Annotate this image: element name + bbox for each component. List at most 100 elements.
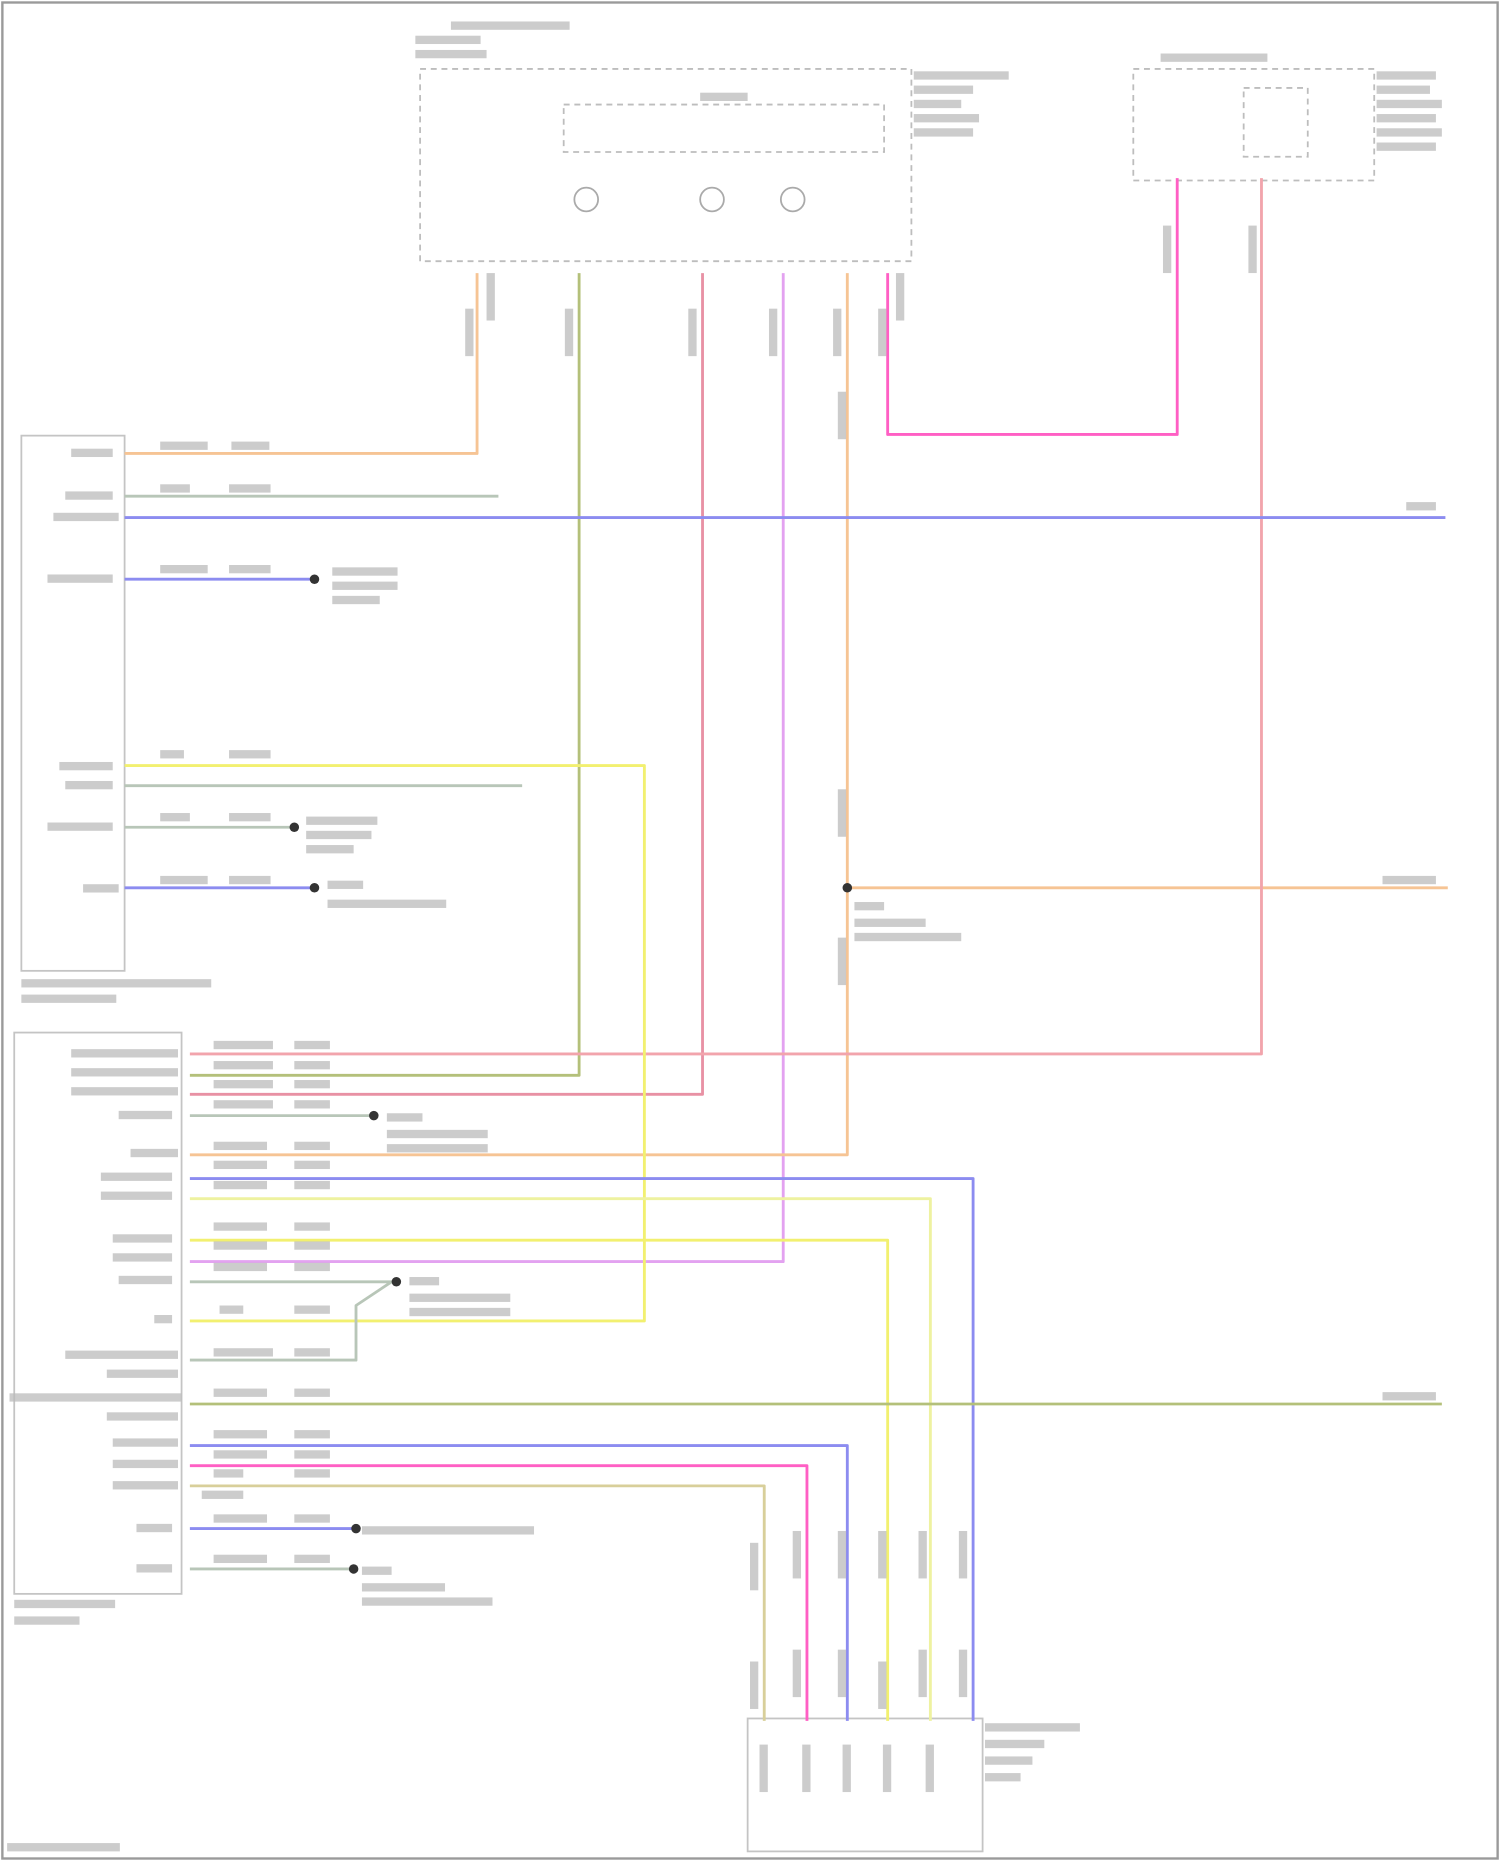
illegible-wire-label (878, 1530, 887, 1579)
illegible-label (409, 1293, 511, 1302)
illegible-label (213, 1514, 268, 1523)
illegible-label (71, 1049, 179, 1058)
splice-dot (309, 883, 320, 893)
illegible-wire-label (878, 1661, 887, 1709)
illegible-label (112, 1253, 173, 1262)
wires (124, 178, 1448, 1721)
illegible-label (112, 1459, 179, 1469)
connector-bottom (746, 1717, 984, 1853)
wire-pink (886, 178, 1179, 436)
sensor-icon (573, 186, 599, 213)
illegible-label (213, 1222, 268, 1231)
illegible-label (361, 1583, 446, 1592)
illegible-label (160, 813, 190, 822)
illegible-wire-label (918, 1649, 927, 1698)
splice-dot (348, 1564, 359, 1574)
connector-module-left-bottom (13, 1031, 183, 1595)
illegible-wire-label (958, 1530, 968, 1579)
illegible-label (213, 1141, 268, 1151)
illegible-label (294, 1100, 330, 1109)
illegible-label (130, 1148, 179, 1158)
illegible-label (294, 1262, 330, 1272)
wire-violet (189, 273, 785, 1264)
illegible-label (59, 761, 113, 771)
illegible-wire-label (792, 1530, 802, 1579)
illegible-label (1376, 85, 1430, 94)
illegible-wire-label (895, 273, 905, 321)
splice-dot (351, 1523, 361, 1534)
illegible-label (118, 1110, 173, 1120)
illegible-wire-label (837, 391, 847, 440)
illegible-label (213, 1430, 268, 1439)
illegible-label (160, 875, 208, 885)
illegible-label (136, 1564, 173, 1573)
illegible-label (106, 1369, 179, 1378)
illegible-label (294, 1080, 330, 1089)
illegible-label (160, 441, 208, 450)
illegible-wire-label (837, 1649, 847, 1698)
illegible-label (136, 1523, 173, 1533)
illegible-label (1376, 99, 1442, 109)
illegible-label (450, 21, 570, 30)
illegible-label (160, 564, 208, 574)
illegible-label (294, 1160, 330, 1170)
illegible-label (213, 1388, 268, 1397)
wire-orange (124, 273, 479, 455)
illegible-label (913, 128, 974, 137)
illegible-label (984, 1756, 1033, 1765)
illegible-label (361, 1566, 392, 1575)
illegible-label (1382, 875, 1436, 885)
wire-yellow (189, 1238, 890, 1721)
illegible-label (306, 845, 354, 854)
sensor-icon (779, 186, 806, 213)
wire-pale-yellow (189, 1197, 932, 1721)
splice-dot (309, 574, 320, 584)
illegible-label (14, 1616, 80, 1625)
illegible-wire-label (486, 273, 495, 321)
illegible-label (306, 830, 372, 840)
illegible-label (700, 92, 748, 101)
illegible-label (71, 1087, 179, 1096)
illegible-label (306, 816, 378, 825)
illegible-wire-label (833, 308, 842, 357)
illegible-label (854, 932, 962, 942)
illegible-label (327, 899, 447, 908)
illegible-label (854, 902, 885, 911)
illegible-label (65, 491, 113, 500)
illegible-wire-label (564, 308, 574, 357)
illegible-wire-label (750, 1661, 759, 1709)
illegible-label (1160, 53, 1268, 62)
illegible-label (53, 512, 119, 522)
illegible-label (21, 994, 117, 1003)
illegible-label (294, 1061, 330, 1070)
illegible-label (1376, 114, 1436, 123)
illegible-label (984, 1739, 1045, 1749)
illegible-label (984, 1723, 1080, 1732)
illegible-label (213, 1040, 273, 1050)
wire-tan (189, 1484, 766, 1721)
illegible-label (231, 441, 270, 450)
illegible-label (47, 574, 113, 583)
illegible-wire-label (465, 308, 474, 357)
illegible-wire-label (958, 1649, 968, 1698)
illegible-label (213, 1450, 268, 1459)
illegible-label (294, 1141, 330, 1151)
illegible-label (21, 979, 212, 988)
splice-dot (842, 883, 853, 893)
illegible-wire-label (792, 1649, 802, 1698)
illegible-label (154, 1314, 173, 1324)
illegible-wire-label (759, 1744, 768, 1793)
illegible-label (213, 1100, 273, 1109)
illegible-label (7, 1843, 120, 1852)
illegible-label (219, 1305, 244, 1314)
component-box-top-right-inner (1242, 87, 1309, 158)
illegible-label (160, 750, 184, 759)
illegible-label (83, 884, 119, 893)
splice-points (289, 574, 853, 1574)
sensor-icon (699, 186, 725, 213)
illegible-label (294, 1241, 330, 1250)
illegible-label (14, 1599, 116, 1609)
illegible-label (294, 1514, 330, 1523)
